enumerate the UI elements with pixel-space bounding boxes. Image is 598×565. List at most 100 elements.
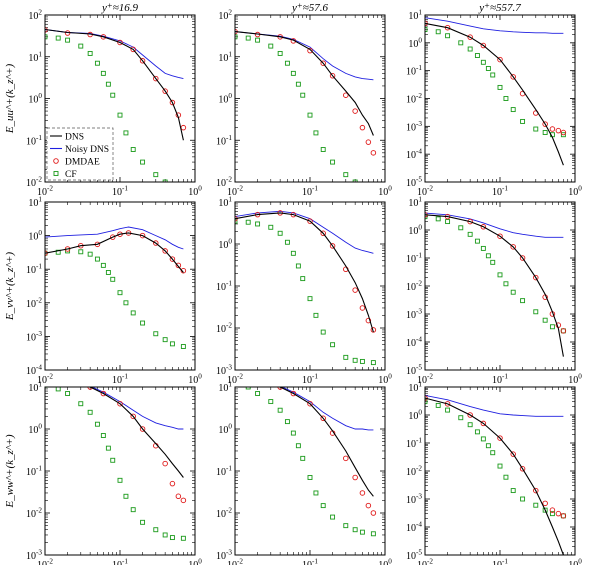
cf-point	[300, 92, 306, 98]
cf-point	[352, 179, 358, 182]
cf-point	[467, 231, 473, 237]
cf-point	[245, 35, 251, 41]
cf-point	[330, 159, 336, 165]
axes-frame	[234, 386, 386, 556]
cf-point	[162, 179, 168, 182]
dmdae-point	[117, 400, 123, 407]
y-tick-label: 101	[408, 381, 422, 395]
cf-point	[458, 415, 464, 421]
cf-point	[360, 184, 364, 188]
cf-point	[162, 532, 168, 538]
cf-point	[480, 59, 486, 65]
cf-point	[510, 488, 516, 494]
y-tick-label: 100	[28, 92, 42, 106]
panel-r2c2: 10-210-110010-510-410-310-210-1100101k_z…	[406, 381, 582, 565]
cf-point	[100, 433, 106, 438]
legend-item-noisy_dns: Noisy DNS	[50, 145, 109, 155]
y-axis-label: E_uu^+(k_z^+)	[4, 63, 16, 134]
axes-frame	[44, 14, 196, 183]
dns-line	[87, 387, 184, 478]
cf-point	[474, 53, 480, 58]
dmdae-point	[352, 287, 358, 293]
cf-point	[130, 310, 136, 316]
x-tick-label: 10-1	[112, 373, 128, 387]
noisy-dns-line	[425, 17, 564, 34]
dmdae-point	[480, 224, 487, 230]
x-tick-label: 10-1	[302, 558, 318, 565]
y-tick-label: 101	[28, 50, 42, 64]
dmdae-point	[542, 121, 548, 127]
plot-area	[245, 387, 377, 537]
dmdae-point	[65, 380, 70, 385]
dmdae-point	[365, 139, 372, 145]
y-tick-label: 10-1	[406, 64, 422, 78]
column-title: y⁺≈57.6	[291, 2, 328, 14]
y-axis-label: E_ww^+(k_z^+)	[4, 434, 16, 508]
dmdae-point	[329, 73, 336, 79]
cf-point	[284, 419, 290, 425]
cf-point	[497, 84, 503, 90]
cf-point	[520, 118, 526, 124]
cf-point	[55, 35, 61, 41]
dns-line	[425, 214, 564, 357]
noisy-dns-line	[281, 387, 374, 431]
x-tick-label: 10-2	[227, 558, 243, 565]
cf-point	[359, 529, 365, 535]
cf-point	[290, 430, 296, 436]
cf-point	[65, 391, 71, 396]
dmdae-point	[365, 502, 372, 509]
axes-frame	[424, 14, 576, 183]
dmdae-point	[359, 490, 366, 496]
x-tick-label: 10-2	[417, 373, 433, 387]
dmdae-point	[139, 426, 146, 432]
y-tick-label: 101	[28, 196, 42, 210]
y-tick-label: 10-3	[26, 549, 42, 563]
cf-point	[153, 331, 159, 337]
axes-frame	[234, 14, 386, 183]
x-tick-label: 100	[188, 185, 202, 199]
cf-point	[542, 317, 548, 323]
cf-point	[370, 531, 376, 537]
dmdae-point	[555, 510, 562, 517]
dmdae-point	[549, 507, 556, 513]
dmdae-point	[359, 305, 366, 311]
axes-frame	[234, 201, 386, 371]
dmdae-point	[555, 127, 562, 134]
dmdae-point	[352, 108, 358, 114]
cf-point	[480, 436, 486, 442]
dmdae-point	[162, 248, 168, 254]
x-tick-label: 100	[188, 373, 202, 387]
legend-label: CF	[65, 170, 77, 180]
y-tick-label: 10-4	[406, 148, 422, 162]
cf-point	[480, 245, 486, 251]
panel-r0c2: 10-2 10-1 100 10-5 10-4 10-3 10-2 10-1 100 101 y⁺≈…	[406, 2, 582, 198]
cf-point	[425, 399, 428, 405]
cf-point	[549, 511, 555, 517]
x-tick-label: 100	[378, 373, 392, 387]
y-tick-label: 10-5	[406, 549, 422, 563]
cf-point	[45, 34, 48, 40]
cf-point	[87, 409, 93, 415]
cf-point	[123, 130, 129, 136]
cf-point	[300, 455, 306, 461]
cf-point	[343, 523, 349, 529]
dmdae-point	[370, 510, 377, 516]
cf-point	[445, 407, 451, 413]
x-tick-label: 10-1	[302, 373, 318, 387]
cf-point	[117, 112, 123, 118]
x-tick-label: 10-2	[227, 373, 243, 387]
dmdae-point	[497, 435, 503, 441]
cf-point	[313, 312, 319, 318]
dmdae-point	[510, 451, 516, 457]
cf-point	[87, 50, 93, 56]
y-tick-label: 101	[408, 9, 422, 23]
cf-point	[307, 475, 313, 480]
cf-point	[290, 250, 296, 256]
dmdae-point	[320, 230, 326, 237]
x-tick-label: 10-1	[492, 373, 508, 387]
plot-area	[425, 394, 567, 555]
y-tick-label: 10-1	[406, 252, 422, 266]
y-tick-label: 102	[218, 9, 232, 23]
y-tick-label: 10-3	[406, 120, 422, 134]
cf-point	[117, 290, 123, 296]
